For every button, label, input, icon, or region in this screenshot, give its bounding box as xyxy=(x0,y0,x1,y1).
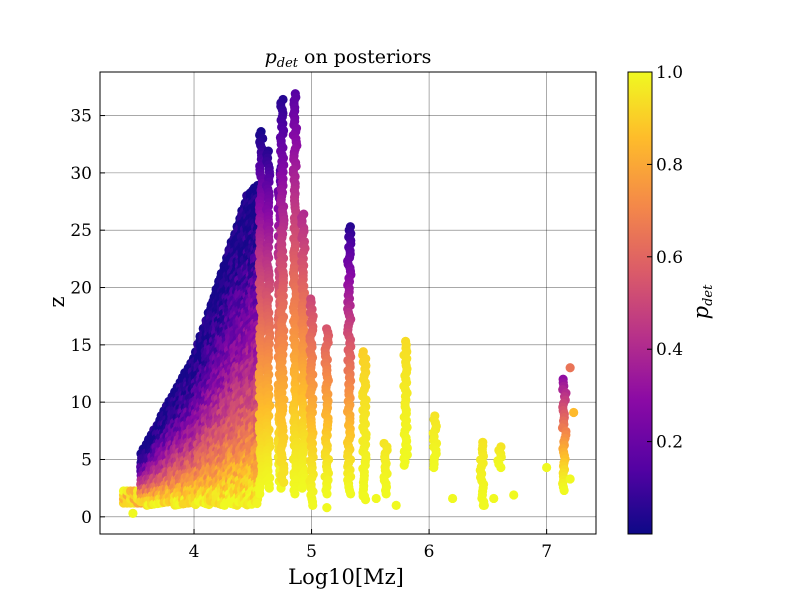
data-point xyxy=(322,489,332,499)
plot-frame xyxy=(99,71,597,535)
colorbar-tick-label: 0.6 xyxy=(656,248,683,268)
data-point xyxy=(429,462,439,473)
y-tick-label: 20 xyxy=(70,279,92,299)
data-point xyxy=(391,500,401,510)
x-tick-label: 4 xyxy=(189,542,200,562)
data-point xyxy=(496,462,506,473)
data-point xyxy=(489,493,499,504)
data-point xyxy=(399,460,409,470)
colorbar-gradient xyxy=(627,71,653,535)
data-point xyxy=(542,462,552,473)
data-point xyxy=(308,500,318,510)
colorbar-tick-label: 0.4 xyxy=(656,340,683,360)
colorbar: 0.2 0.4 0.6 0.8 1.0 pdet xyxy=(627,63,716,535)
x-axis-title: Log10[Mz] xyxy=(288,565,404,589)
y-tick-label: 10 xyxy=(70,393,92,413)
y-tick-label: 35 xyxy=(70,107,92,127)
data-point xyxy=(479,500,489,510)
colorbar-ticks: 0.2 0.4 0.6 0.8 1.0 xyxy=(647,63,683,453)
y-tick-label: 25 xyxy=(70,221,92,241)
data-point xyxy=(279,477,289,488)
y-tick-label: 15 xyxy=(70,336,92,356)
data-point xyxy=(359,491,370,501)
chart-title: pdet on posteriors xyxy=(265,46,432,71)
colorbar-tick-label: 0.2 xyxy=(656,433,683,453)
data-point xyxy=(509,490,519,500)
x-tick-label: 6 xyxy=(424,542,435,562)
y-tick-label: 30 xyxy=(70,164,92,184)
data-point xyxy=(252,498,262,509)
colorbar-label: pdet xyxy=(689,284,716,319)
x-axis-ticks: 4 5 6 7 xyxy=(189,529,552,562)
data-point xyxy=(565,474,575,484)
data-point xyxy=(448,493,458,504)
data-point xyxy=(255,489,265,499)
data-point xyxy=(322,503,332,513)
data-point xyxy=(346,489,356,499)
scatter-points xyxy=(118,89,579,518)
y-axis-title: z xyxy=(45,296,69,307)
data-point xyxy=(559,485,569,496)
colorbar-tick-label: 0.8 xyxy=(656,155,683,175)
data-point xyxy=(565,363,575,373)
x-tick-label: 7 xyxy=(541,542,552,562)
data-point xyxy=(371,493,381,504)
y-tick-label: 0 xyxy=(81,508,92,528)
data-point xyxy=(297,483,307,493)
colorbar-tick-label: 1.0 xyxy=(656,63,683,83)
data-point xyxy=(128,508,138,518)
data-point xyxy=(290,489,300,499)
data-point xyxy=(264,483,274,493)
y-tick-label: 5 xyxy=(81,450,92,470)
y-axis-ticks: 0 5 10 15 20 25 30 35 xyxy=(70,107,105,528)
data-point xyxy=(381,489,391,499)
data-point xyxy=(569,407,579,418)
x-tick-label: 5 xyxy=(306,542,317,562)
